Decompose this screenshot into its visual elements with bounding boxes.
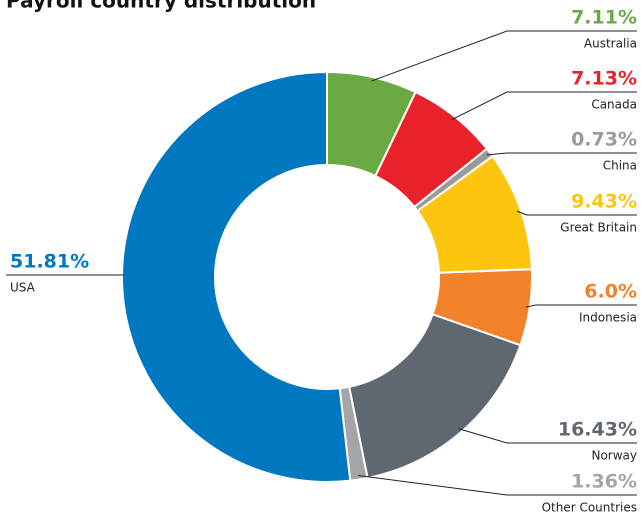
value-label: 51.81% — [10, 251, 89, 273]
value-label: 7.13% — [571, 68, 637, 90]
value-label: 9.43% — [571, 191, 637, 213]
leader-line — [486, 152, 637, 156]
leader-line — [516, 210, 637, 216]
leader-line — [458, 428, 637, 444]
category-label: Great Britain — [560, 221, 637, 235]
category-label: China — [603, 159, 637, 173]
value-label: 0.73% — [571, 129, 637, 151]
chart-title: Payroll country distribution — [6, 0, 316, 13]
leader-line — [358, 475, 637, 496]
leader-line — [451, 91, 637, 120]
leader-line — [525, 304, 637, 308]
category-label: Canada — [591, 98, 637, 112]
value-label: 6.0% — [584, 281, 637, 303]
donut-segment — [347, 313, 522, 480]
leader-line — [371, 30, 637, 82]
category-label: Other Countries — [542, 501, 637, 515]
value-label: 7.11% — [571, 7, 637, 29]
value-label: 16.43% — [558, 419, 637, 441]
donut-segment — [121, 70, 352, 483]
value-label: 1.36% — [571, 471, 637, 493]
category-label: Norway — [591, 449, 637, 463]
category-label: Indonesia — [579, 311, 637, 325]
category-label: Australia — [584, 37, 637, 51]
category-label: USA — [10, 281, 36, 295]
